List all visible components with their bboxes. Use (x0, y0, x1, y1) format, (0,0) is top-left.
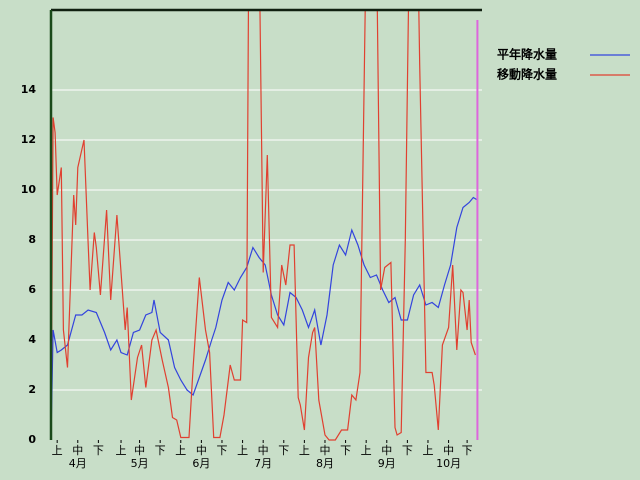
x-tick-label: 下 (93, 444, 104, 457)
y-tick-label: 2 (28, 383, 36, 396)
x-tick-label: 中 (134, 444, 145, 457)
x-tick-label: 中 (381, 444, 392, 457)
legend-label: 平年降水量 (497, 47, 557, 62)
month-label: 10月 (436, 457, 461, 470)
x-tick-label: 中 (72, 444, 83, 457)
x-tick-label: 中 (258, 444, 269, 457)
x-tick-label: 上 (422, 444, 433, 457)
series-line (51, 10, 476, 441)
x-tick-label: 上 (52, 444, 63, 457)
x-tick-label: 下 (278, 444, 289, 457)
y-tick-label: 14 (21, 83, 37, 96)
x-tick-label: 上 (175, 444, 186, 457)
legend-label: 移動降水量 (497, 67, 557, 82)
x-tick-label: 下 (216, 444, 227, 457)
y-tick-label: 0 (28, 433, 36, 446)
month-label: 7月 (254, 457, 272, 470)
x-tick-label: 中 (443, 444, 454, 457)
plot-lines (51, 10, 478, 441)
month-label: 6月 (192, 457, 210, 470)
month-label: 9月 (378, 457, 396, 470)
x-tick-label: 下 (155, 444, 166, 457)
month-label: 4月 (69, 457, 87, 470)
x-tick-label: 中 (319, 444, 330, 457)
x-tick-label: 上 (299, 444, 310, 457)
x-tick-label: 中 (196, 444, 207, 457)
y-tick-label: 12 (21, 133, 36, 146)
y-tick-label: 10 (21, 183, 37, 196)
y-tick-label: 4 (28, 333, 36, 346)
month-label: 8月 (316, 457, 334, 470)
month-label: 5月 (131, 457, 149, 470)
x-tick-label: 上 (116, 444, 127, 457)
x-tick-label: 上 (361, 444, 372, 457)
y-tick-label: 6 (28, 283, 36, 296)
y-tick-label: 8 (28, 233, 36, 246)
x-tick-label: 上 (237, 444, 248, 457)
series-line (51, 196, 478, 441)
x-tick-label: 下 (340, 444, 351, 457)
x-tick-label: 下 (402, 444, 413, 457)
x-tick-label: 下 (462, 444, 473, 457)
